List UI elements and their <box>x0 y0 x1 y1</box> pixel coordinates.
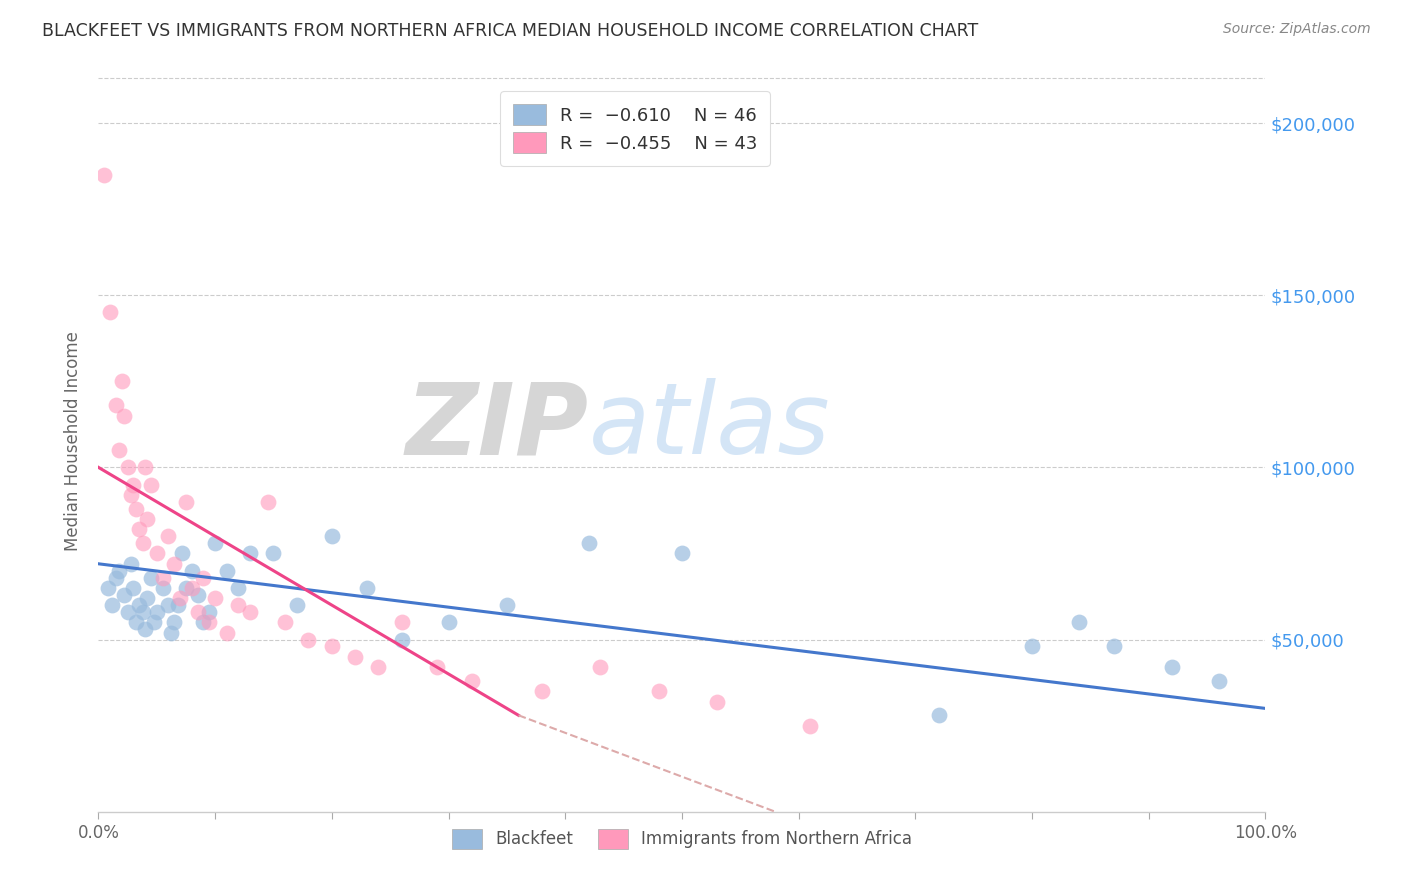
Point <box>122 477 145 491</box>
Point <box>239 605 262 619</box>
Point <box>159 625 181 640</box>
Point <box>391 632 413 647</box>
Point <box>180 581 202 595</box>
Point <box>356 581 378 595</box>
Point <box>274 615 297 630</box>
Point <box>198 605 221 619</box>
Point <box>143 615 166 630</box>
Point <box>112 409 135 423</box>
Point <box>157 529 180 543</box>
Point <box>321 529 343 543</box>
Point <box>180 564 202 578</box>
Point <box>136 591 159 606</box>
Point <box>120 488 142 502</box>
Point <box>117 605 139 619</box>
Point <box>285 598 308 612</box>
Point <box>1208 673 1230 688</box>
Point <box>256 495 278 509</box>
Point <box>671 546 693 560</box>
Point <box>1021 640 1043 654</box>
Point <box>172 546 194 560</box>
Point <box>215 625 238 640</box>
Point <box>928 708 950 723</box>
Point <box>101 598 124 612</box>
Point <box>139 570 162 584</box>
Point <box>108 564 131 578</box>
Point <box>297 632 319 647</box>
Point <box>152 570 174 584</box>
Point <box>163 557 186 571</box>
Point <box>93 168 115 182</box>
Point <box>262 546 284 560</box>
Point <box>437 615 460 630</box>
Point <box>166 598 188 612</box>
Point <box>122 581 145 595</box>
Text: ZIP: ZIP <box>405 378 589 475</box>
Y-axis label: Median Household Income: Median Household Income <box>63 332 82 551</box>
Point <box>134 460 156 475</box>
Point <box>163 615 186 630</box>
Point <box>152 581 174 595</box>
Point <box>1102 640 1125 654</box>
Point <box>112 588 135 602</box>
Point <box>187 588 209 602</box>
Point <box>187 605 209 619</box>
Point <box>136 512 159 526</box>
Point <box>193 615 215 630</box>
Point <box>128 522 150 536</box>
Point <box>157 598 180 612</box>
Point <box>530 684 553 698</box>
Point <box>139 477 162 491</box>
Point <box>117 460 139 475</box>
Point <box>706 694 728 708</box>
Point <box>193 570 215 584</box>
Point <box>321 640 343 654</box>
Point <box>132 536 155 550</box>
Point <box>344 649 367 664</box>
Point <box>228 598 250 612</box>
Point <box>204 536 226 550</box>
Legend: Blackfeet, Immigrants from Northern Africa: Blackfeet, Immigrants from Northern Afri… <box>444 822 920 855</box>
Point <box>426 660 449 674</box>
Text: BLACKFEET VS IMMIGRANTS FROM NORTHERN AFRICA MEDIAN HOUSEHOLD INCOME CORRELATION: BLACKFEET VS IMMIGRANTS FROM NORTHERN AF… <box>42 22 979 40</box>
Point <box>111 374 134 388</box>
Point <box>198 615 221 630</box>
Point <box>98 305 121 319</box>
Point <box>799 718 821 732</box>
Point <box>391 615 413 630</box>
Point <box>239 546 262 560</box>
Point <box>228 581 250 595</box>
Point <box>125 501 148 516</box>
Point <box>134 622 156 636</box>
Point <box>578 536 600 550</box>
Point <box>589 660 612 674</box>
Point <box>496 598 519 612</box>
Point <box>104 570 127 584</box>
Point <box>125 615 148 630</box>
Point <box>128 598 150 612</box>
Point <box>215 564 238 578</box>
Text: atlas: atlas <box>589 378 830 475</box>
Point <box>146 605 169 619</box>
Point <box>174 495 197 509</box>
Point <box>132 605 155 619</box>
Point <box>104 398 127 412</box>
Point <box>174 581 197 595</box>
Point <box>146 546 169 560</box>
Point <box>367 660 389 674</box>
Point <box>120 557 142 571</box>
Point <box>1161 660 1184 674</box>
Point <box>647 684 669 698</box>
Point <box>204 591 226 606</box>
Point <box>1067 615 1090 630</box>
Point <box>108 443 131 458</box>
Text: Source: ZipAtlas.com: Source: ZipAtlas.com <box>1223 22 1371 37</box>
Point <box>461 673 484 688</box>
Point <box>169 591 191 606</box>
Point <box>97 581 120 595</box>
